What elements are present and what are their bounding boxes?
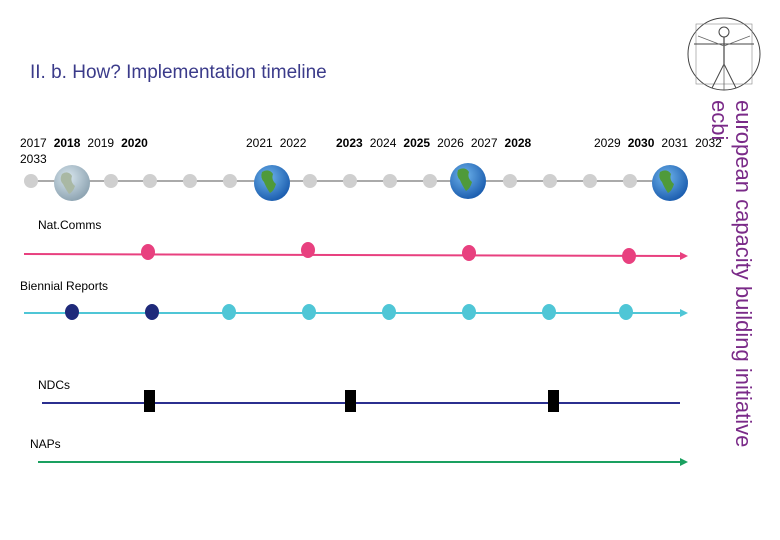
biennial-marker (302, 304, 316, 320)
natcomms-marker (462, 245, 476, 261)
row-label-natcomms: Nat.Comms (38, 218, 102, 232)
year-marker (223, 174, 237, 188)
biennial-marker (542, 304, 556, 320)
year-2019: 2019 (87, 136, 115, 150)
year-2031: 2031 (661, 136, 689, 150)
year-2028: 2028 (504, 136, 532, 150)
year-2033: 2033 (20, 152, 47, 166)
biennial-marker (619, 304, 633, 320)
naps-arrowhead (680, 458, 688, 466)
biennial-arrowhead (680, 309, 688, 317)
side-text-line2: ecbi (707, 100, 732, 141)
year-2029: 2029 (594, 136, 621, 150)
ndcs-marker (345, 390, 356, 412)
year-marker (24, 174, 38, 188)
row-label-biennial: Biennial Reports (20, 279, 109, 293)
natcomms-marker (622, 248, 636, 264)
natcomms-marker (141, 244, 155, 260)
side-branding: european capacity building initiative ec… (707, 100, 756, 510)
year-marker (543, 174, 557, 188)
side-text-line1: european capacity building initiative (731, 100, 756, 448)
year-marker (583, 174, 597, 188)
year-marker (303, 174, 317, 188)
years-group-1: 2017 2018 2019 2020 (20, 136, 155, 150)
year-2020: 2020 (121, 136, 148, 150)
ecbi-logo-icon (687, 17, 761, 91)
page-title: II. b. How? Implementation timeline (30, 62, 327, 83)
natcomms-timeline (23, 253, 681, 257)
year-marker (503, 174, 517, 188)
biennial-marker (65, 304, 79, 320)
year-marker (183, 174, 197, 188)
year-2018: 2018 (53, 136, 81, 150)
year-marker (143, 174, 157, 188)
years-group-2: 2021 2022 (246, 136, 313, 150)
year-2026: 2026 (437, 136, 464, 150)
biennial-marker (222, 304, 236, 320)
biennial-marker (382, 304, 396, 320)
year-marker (343, 174, 357, 188)
year-2017: 2017 (20, 136, 47, 150)
year-markers (24, 174, 637, 188)
globe-icon (450, 163, 486, 199)
year-2030: 2030 (627, 136, 655, 150)
year-marker (623, 174, 637, 188)
row-label-ndcs: NDCs (38, 378, 70, 392)
globe-icon (54, 165, 90, 201)
years-group-3: 2023 2024 2025 2026 2027 2028 (336, 136, 538, 150)
year-2021: 2021 (246, 136, 273, 150)
year-2023: 2023 (336, 136, 363, 150)
globe-icon (652, 165, 688, 201)
year-marker (104, 174, 118, 188)
biennial-marker (145, 304, 159, 320)
ndcs-marker (144, 390, 155, 412)
year-2027: 2027 (470, 136, 498, 150)
row-label-naps: NAPs (30, 437, 61, 451)
biennial-marker (462, 304, 476, 320)
year-marker (423, 174, 437, 188)
year-marker (383, 174, 397, 188)
year-2025: 2025 (403, 136, 431, 150)
natcomms-marker (301, 242, 315, 258)
natcomms-arrowhead (680, 252, 688, 260)
year-2024: 2024 (369, 136, 397, 150)
year-2032: 2032 (695, 136, 722, 150)
ndcs-marker (548, 390, 559, 412)
years-group-4: 2029 2030 2031 2032 (594, 136, 729, 150)
globe-icon (254, 165, 290, 201)
year-2022: 2022 (279, 136, 307, 150)
